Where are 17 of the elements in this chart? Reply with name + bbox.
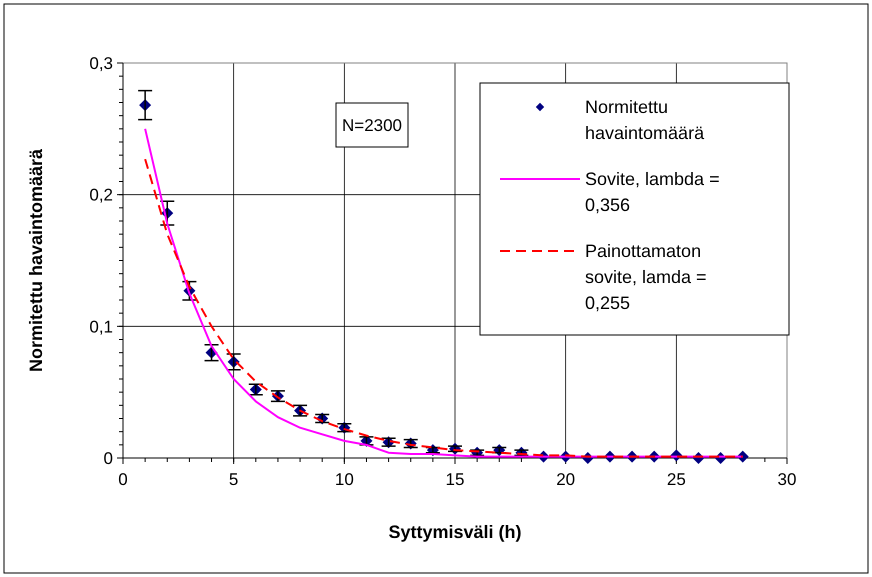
x-tick-label: 15 xyxy=(446,470,464,489)
legend-label: Normitettu havaintomäärä xyxy=(585,97,706,143)
x-tick-label: 0 xyxy=(118,470,128,489)
legend-label: Painottamaton sovite, lamda = 0,255 xyxy=(585,241,707,313)
annotation: N=2300 xyxy=(342,116,402,135)
x-tick-label: 30 xyxy=(778,470,796,489)
y-tick-label: 0,3 xyxy=(89,54,113,73)
y-tick-label: 0 xyxy=(104,449,113,468)
y-axis-title: Normitettu havaintomäärä xyxy=(26,148,46,372)
x-tick-label: 10 xyxy=(334,470,354,489)
x-tick-label: 20 xyxy=(556,470,576,489)
x-tick-label: 25 xyxy=(666,470,686,489)
y-tick-label: 0,2 xyxy=(89,186,113,205)
legend-label: Sovite, lambda = 0,356 xyxy=(585,169,720,215)
x-axis-title: Syttymisväli (h) xyxy=(388,522,522,542)
x-tick-label: 5 xyxy=(228,470,238,489)
y-tick-label: 0,1 xyxy=(89,317,113,336)
